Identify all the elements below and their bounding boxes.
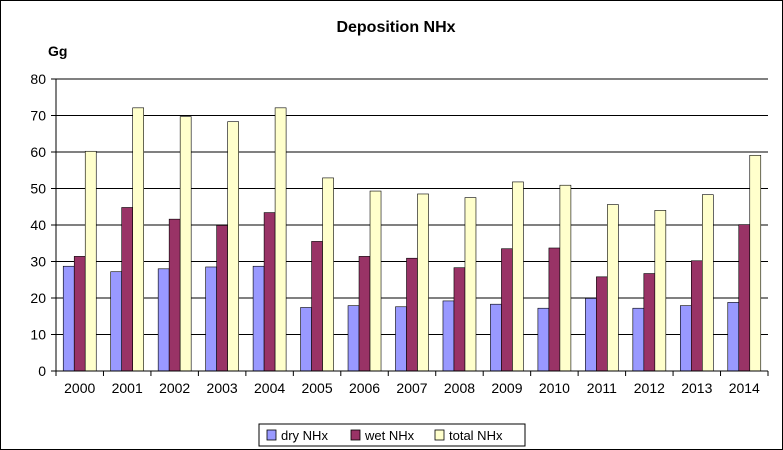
legend-label-total-nhx: total NHx bbox=[449, 428, 503, 443]
bar-dry-nhx-2005 bbox=[300, 307, 312, 372]
x-tick-label: 2012 bbox=[634, 380, 665, 396]
bar-dry-nhx-2000 bbox=[62, 265, 75, 372]
bar-dry-nhx-2009 bbox=[490, 303, 502, 372]
y-axis-label: Gg bbox=[48, 43, 67, 59]
bar-total-nhx-2004 bbox=[274, 107, 287, 372]
x-tick-label: 2003 bbox=[207, 380, 238, 396]
bar-total-nhx-2008 bbox=[464, 197, 477, 372]
bar-wet-nhx-2014 bbox=[738, 224, 751, 372]
legend-swatch-dry-nhx bbox=[266, 429, 277, 441]
bar-total-nhx-2002 bbox=[179, 116, 192, 372]
y-ticks: 0 10 20 30 40 50 60 70 80 bbox=[30, 71, 56, 379]
bar-total-nhx-2007 bbox=[417, 193, 429, 372]
y-tick-label: 40 bbox=[30, 217, 46, 233]
bar-total-nhx-2010 bbox=[559, 184, 572, 372]
bar-total-nhx-2001 bbox=[132, 107, 144, 372]
bar-total-nhx-2009 bbox=[512, 181, 524, 372]
bar-wet-nhx-2001 bbox=[121, 207, 133, 372]
x-tick-label: 2006 bbox=[349, 380, 380, 396]
y-tick-label: 70 bbox=[30, 108, 46, 124]
legend-swatch-total-nhx bbox=[434, 429, 445, 441]
bar-dry-nhx-2012 bbox=[632, 307, 645, 372]
bar-wet-nhx-2005 bbox=[311, 241, 323, 372]
bar-total-nhx-2013 bbox=[701, 194, 714, 372]
y-tick-label: 50 bbox=[30, 181, 46, 197]
bar-dry-nhx-2013 bbox=[679, 305, 692, 372]
bar-wet-nhx-2003 bbox=[216, 225, 228, 372]
bar-wet-nhx-2002 bbox=[168, 218, 181, 372]
legend: dry NHx wet NHx total NHx bbox=[258, 423, 526, 447]
bar-dry-nhx-2010 bbox=[537, 307, 550, 372]
bar-total-nhx-2003 bbox=[227, 121, 239, 372]
bar-dry-nhx-2002 bbox=[157, 268, 170, 372]
bar-dry-nhx-2003 bbox=[205, 266, 217, 372]
bar-dry-nhx-2014 bbox=[727, 302, 740, 372]
bar-wet-nhx-2000 bbox=[73, 256, 86, 372]
x-tick-label: 2009 bbox=[491, 380, 522, 396]
x-tick-label: 2013 bbox=[681, 380, 712, 396]
x-tick-label: 2001 bbox=[112, 380, 143, 396]
y-tick-label: 0 bbox=[38, 363, 46, 379]
bar-wet-nhx-2012 bbox=[643, 273, 656, 372]
x-tick-label: 2011 bbox=[587, 380, 617, 396]
x-tick-label: 2010 bbox=[539, 380, 570, 396]
y-tick-label: 60 bbox=[30, 144, 46, 160]
bars bbox=[62, 107, 762, 372]
bar-total-nhx-2000 bbox=[84, 150, 97, 372]
bar-total-nhx-2005 bbox=[322, 177, 334, 372]
legend-box bbox=[258, 423, 526, 447]
bar-wet-nhx-2008 bbox=[453, 267, 466, 372]
bar-wet-nhx-2009 bbox=[501, 248, 513, 372]
bar-dry-nhx-2011 bbox=[585, 298, 597, 372]
bar-total-nhx-2014 bbox=[749, 154, 762, 372]
x-tick-label: 2014 bbox=[729, 380, 760, 396]
legend-label-wet-nhx: wet NHx bbox=[364, 428, 415, 443]
bar-wet-nhx-2011 bbox=[596, 276, 608, 372]
bar-dry-nhx-2006 bbox=[347, 305, 360, 372]
x-tick-label: 2008 bbox=[444, 380, 475, 396]
chart-title: Deposition NHx bbox=[336, 19, 455, 36]
bar-dry-nhx-2001 bbox=[110, 271, 122, 372]
bar-total-nhx-2012 bbox=[654, 210, 667, 372]
y-tick-label: 80 bbox=[30, 71, 46, 87]
x-tick-label: 2000 bbox=[64, 380, 95, 396]
x-tick-label: 2005 bbox=[301, 380, 332, 396]
bar-total-nhx-2006 bbox=[369, 190, 382, 372]
x-tick-label: 2004 bbox=[254, 380, 285, 396]
bar-wet-nhx-2010 bbox=[548, 247, 561, 372]
y-tick-label: 20 bbox=[30, 290, 46, 306]
bar-dry-nhx-2004 bbox=[252, 265, 265, 372]
legend-label-dry-nhx: dry NHx bbox=[281, 428, 328, 443]
bar-wet-nhx-2006 bbox=[358, 256, 371, 372]
bar-wet-nhx-2007 bbox=[406, 257, 418, 372]
bar-dry-nhx-2008 bbox=[442, 300, 455, 372]
x-tick-label: 2007 bbox=[396, 380, 427, 396]
legend-swatch-wet-nhx bbox=[350, 429, 361, 441]
bar-total-nhx-2011 bbox=[607, 204, 619, 372]
y-tick-label: 10 bbox=[30, 327, 46, 343]
bar-wet-nhx-2004 bbox=[263, 212, 276, 372]
y-tick-label: 30 bbox=[30, 254, 46, 270]
x-ticks: 2000 2001 2002 2003 2004 2005 2006 2007 2008 2009… bbox=[55, 371, 769, 396]
bar-wet-nhx-2013 bbox=[690, 260, 703, 372]
bar-dry-nhx-2007 bbox=[395, 306, 407, 372]
x-tick-label: 2002 bbox=[159, 380, 190, 396]
